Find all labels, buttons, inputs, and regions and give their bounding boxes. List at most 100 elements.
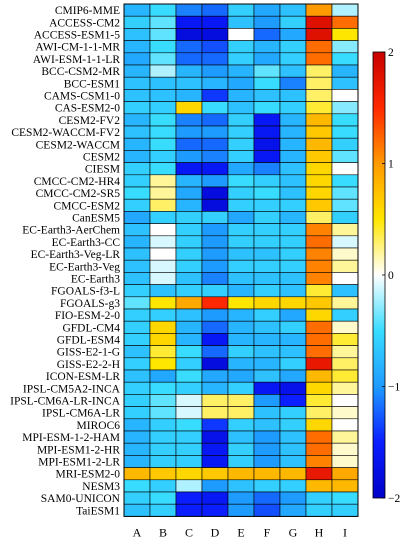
column-label: C: [185, 525, 193, 539]
heatmap-cell: [279, 259, 307, 273]
row-label: CESM2-WACCM: [36, 139, 120, 151]
heatmap-cell: [253, 247, 281, 261]
heatmap-cell: [227, 174, 255, 188]
row-label: BCC-ESM1: [64, 78, 120, 90]
heatmap-cell: [227, 503, 255, 517]
heatmap-cell: [175, 357, 203, 371]
heatmap-cell: [175, 235, 203, 249]
heatmap-cell: [331, 430, 359, 444]
heatmap-cell: [201, 259, 229, 273]
heatmap-cell: [227, 101, 255, 115]
row-label: IPSL-CM6A-LR-INCA: [10, 396, 121, 408]
row-label: CESM2-WACCM-FV2: [11, 127, 120, 139]
heatmap-cell: [331, 150, 359, 163]
heatmap-cell: [279, 272, 307, 285]
heatmap-cell: [175, 442, 203, 456]
heatmap-cell: [253, 430, 281, 444]
row-label: GFDL-ESM4: [57, 335, 121, 347]
heatmap-cell: [305, 491, 333, 505]
heatmap-cell: [253, 406, 281, 420]
heatmap-cell: [279, 369, 307, 383]
heatmap-cell: [123, 198, 151, 212]
heatmap-cell: [279, 406, 307, 420]
row-label: CMCC-CM2-HR4: [34, 176, 121, 188]
heatmap-cell: [331, 223, 359, 237]
heatmap-cell: [149, 491, 177, 505]
heatmap-cell: [253, 467, 281, 481]
heatmap-cell: [279, 418, 307, 432]
heatmap-cell: [123, 150, 151, 163]
heatmap-cell: [253, 52, 281, 66]
heatmap-cell: [201, 235, 229, 249]
heatmap-cell: [253, 320, 281, 334]
heatmap-cell: [253, 101, 281, 115]
heatmap-cell: [201, 247, 229, 261]
heatmap-cell: [331, 320, 359, 334]
heatmap-cell: [227, 52, 255, 66]
heatmap-cell: [279, 162, 307, 176]
heatmap-cell: [175, 52, 203, 66]
heatmap-cell: [331, 40, 359, 54]
heatmap-cell: [175, 272, 203, 285]
heatmap-cell: [201, 455, 229, 468]
heatmap-cell: [175, 430, 203, 444]
heatmap-cell: [123, 369, 151, 383]
row-label: CESM2: [83, 152, 120, 164]
heatmap-cell: [201, 223, 229, 237]
heatmap-cell: [253, 455, 281, 468]
heatmap-cell: [201, 503, 229, 517]
heatmap-cell: [175, 113, 203, 127]
heatmap-cell: [149, 345, 177, 359]
heatmap-cell: [123, 235, 151, 249]
heatmap-cell: [123, 64, 151, 78]
heatmap-cell: [331, 357, 359, 371]
heatmap-cell: [201, 284, 229, 298]
heatmap-cell: [201, 467, 229, 481]
colorbar-tick-label: 0: [388, 270, 394, 282]
heatmap-cell: [149, 101, 177, 115]
heatmap-cell: [305, 174, 333, 188]
heatmap-cell: [253, 503, 281, 517]
heatmap-cell: [279, 64, 307, 78]
heatmap-cell: [279, 28, 307, 41]
heatmap-cell: [305, 52, 333, 66]
colorbar-tick-label: 1: [388, 159, 394, 171]
heatmap-cell: [123, 40, 151, 54]
heatmap-cell: [305, 150, 333, 163]
heatmap-cell: [227, 369, 255, 383]
row-labels: CMIP6-MMEACCESS-CM2ACCESS-ESM1-5AWI-CM-1…: [10, 5, 121, 517]
colorbar-tick-label: −2: [388, 493, 400, 505]
heatmap-cell: [123, 101, 151, 115]
heatmap-cell: [123, 174, 151, 188]
heatmap-cell: [331, 198, 359, 212]
column-label: I: [343, 525, 347, 539]
heatmap-cell: [305, 198, 333, 212]
heatmap-cell: [279, 186, 307, 200]
heatmap-cell: [149, 284, 177, 298]
heatmap-cell: [305, 186, 333, 200]
heatmap-cell: [149, 15, 177, 29]
heatmap-cell: [227, 162, 255, 176]
heatmap-cell: [227, 186, 255, 200]
heatmap-cell: [175, 186, 203, 200]
heatmap-cell: [123, 162, 151, 176]
heatmap-cell: [305, 101, 333, 115]
heatmap-cell: [227, 430, 255, 444]
heatmap-cell: [253, 150, 281, 163]
heatmap-cell: [149, 479, 177, 493]
heatmap-cell: [253, 369, 281, 383]
heatmap-cell: [201, 308, 229, 322]
heatmap-cell: [305, 247, 333, 261]
heatmap-cell: [331, 503, 359, 517]
heatmap-cell: [331, 211, 359, 224]
heatmap-cell: [201, 345, 229, 359]
heatmap-cell: [201, 137, 229, 151]
heatmap-cell: [123, 76, 151, 90]
heatmap-cell: [331, 308, 359, 322]
heatmap-cell: [149, 296, 177, 310]
row-label: CIESM: [85, 164, 120, 176]
heatmap-cell: [253, 40, 281, 54]
heatmap-cell: [201, 198, 229, 212]
colorbar-tick-label: 2: [388, 47, 394, 59]
heatmap-cell: [253, 162, 281, 176]
